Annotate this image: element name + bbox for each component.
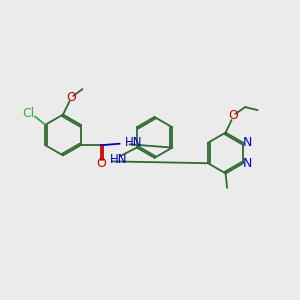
Text: N: N bbox=[242, 157, 252, 170]
Text: O: O bbox=[96, 157, 106, 170]
Text: O: O bbox=[228, 109, 238, 122]
Text: N: N bbox=[242, 136, 252, 149]
Text: HN: HN bbox=[125, 136, 142, 149]
Text: O: O bbox=[66, 91, 76, 104]
Text: Cl: Cl bbox=[22, 107, 34, 120]
Text: HN: HN bbox=[110, 153, 128, 167]
